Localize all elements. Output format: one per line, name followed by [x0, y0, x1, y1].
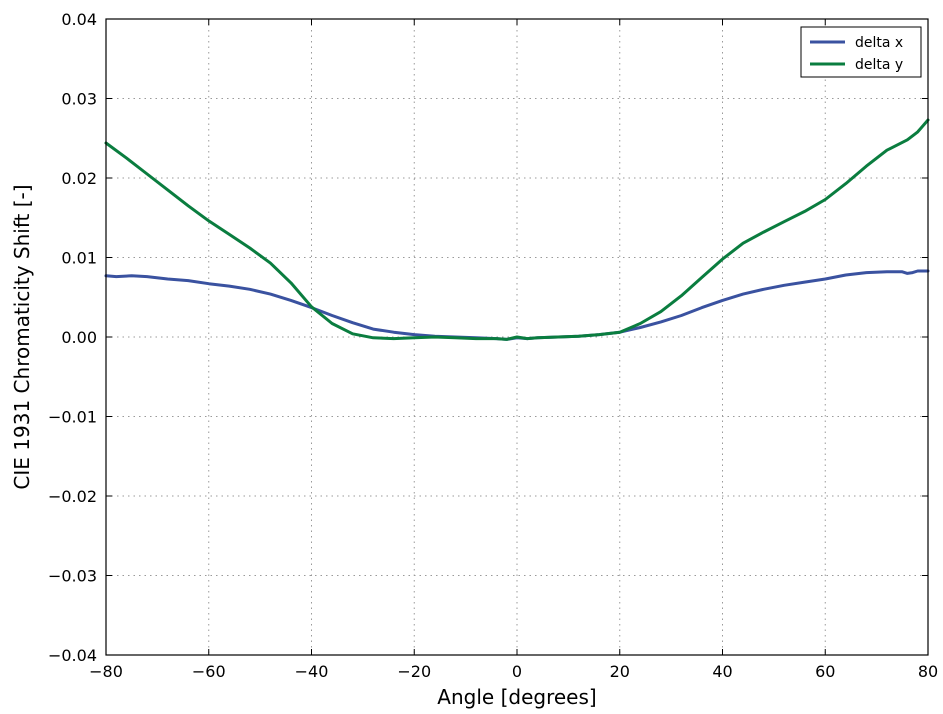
- y-tick-label: 0.04: [61, 10, 97, 29]
- x-tick-label: −20: [397, 662, 431, 681]
- y-tick-label: −0.02: [48, 487, 97, 506]
- axis-ticks: −80 −60 −40 −20 0 20 40 60 80 −0.04 −0.03 −0.02 −0.0…: [48, 10, 938, 681]
- y-tick-label: 0.02: [61, 169, 97, 188]
- x-tick-label: 0: [512, 662, 522, 681]
- legend-label-delta-y: delta y: [855, 57, 903, 73]
- plot-series: [104, 118, 930, 341]
- series-line-delta-y: [104, 118, 930, 341]
- y-tick-label: −0.01: [48, 408, 97, 427]
- y-tick-label: 0.00: [61, 328, 97, 347]
- legend-label-delta-x: delta x: [855, 35, 903, 51]
- x-axis-label: Angle [degrees]: [437, 685, 596, 709]
- x-tick-label: 80: [918, 662, 938, 681]
- x-tick-label: 20: [610, 662, 630, 681]
- x-tick-label: −80: [89, 662, 123, 681]
- legend-box: [800, 26, 922, 78]
- x-tick-label: −60: [192, 662, 226, 681]
- y-tick-label: 0.03: [61, 90, 97, 109]
- y-tick-label: −0.04: [48, 646, 97, 665]
- x-tick-label: 40: [712, 662, 732, 681]
- y-axis-label: CIE 1931 Chromaticity Shift [-]: [10, 184, 34, 489]
- legend: delta x delta y: [800, 26, 922, 78]
- x-tick-label: 60: [815, 662, 835, 681]
- y-tick-label: −0.03: [48, 567, 97, 586]
- y-tick-label: 0.01: [61, 249, 97, 268]
- x-tick-label: −40: [295, 662, 329, 681]
